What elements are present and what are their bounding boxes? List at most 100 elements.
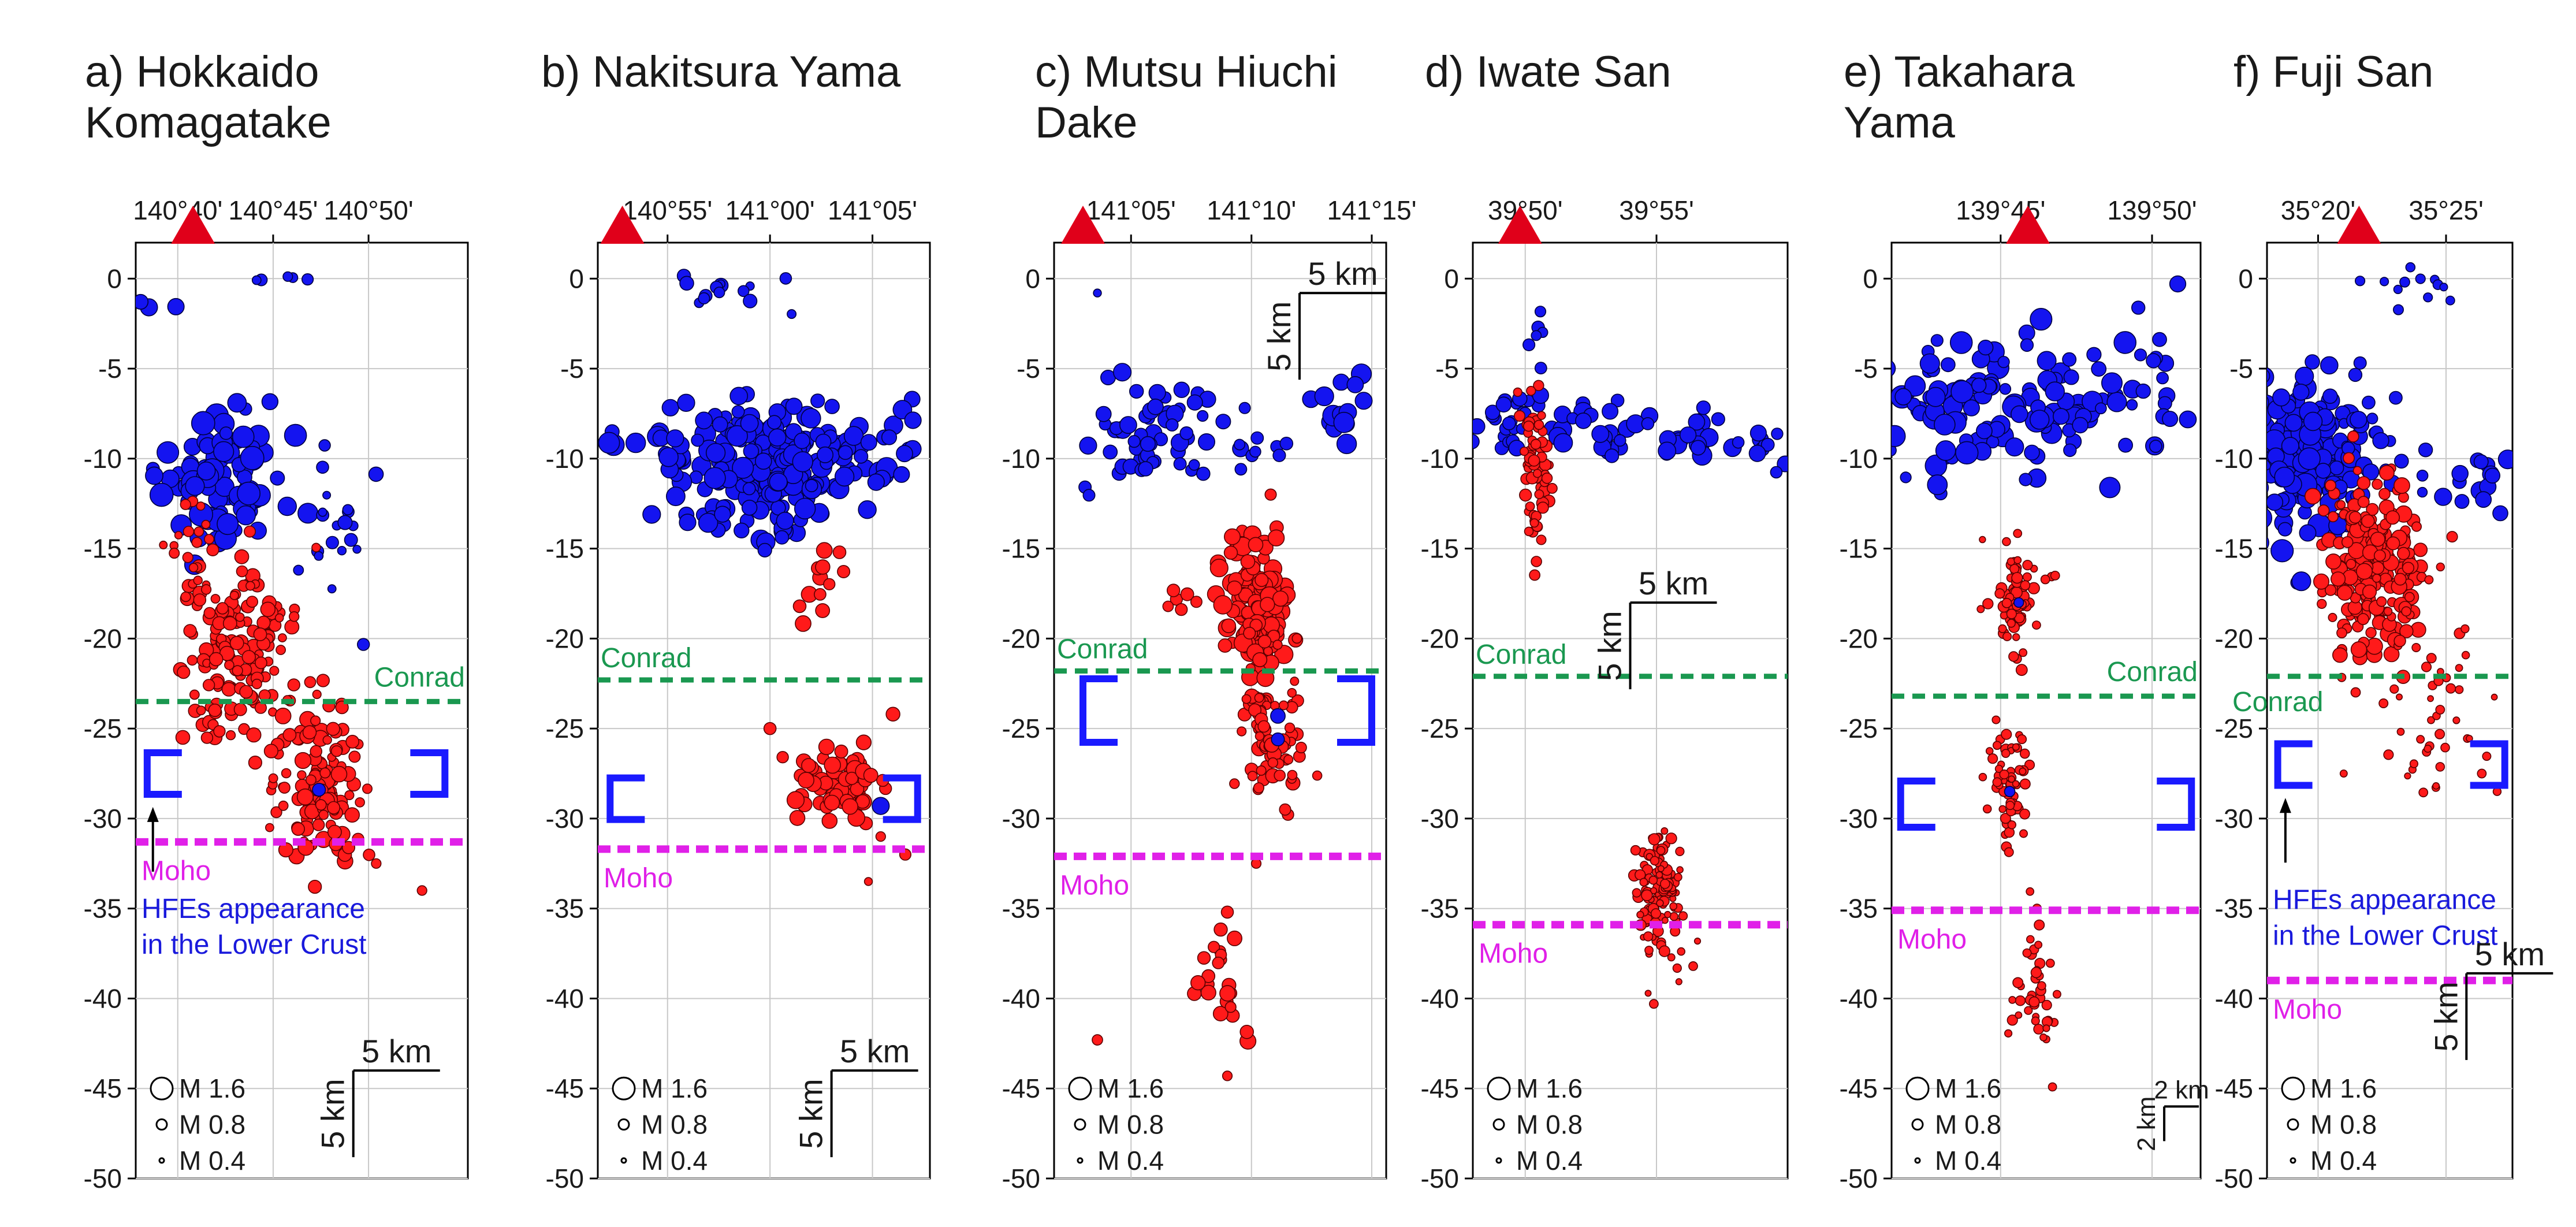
hfe-point (712, 416, 728, 433)
legend-symbol (1492, 1118, 1505, 1131)
hfe-point (2322, 388, 2338, 404)
lfe-point (2411, 643, 2421, 653)
volcano-icon (2006, 206, 2050, 244)
lfe-point (2313, 573, 2330, 590)
hfe-point (301, 273, 314, 286)
hfe-point (1188, 459, 1200, 471)
lfe-point (1675, 846, 1685, 856)
lfe-point (1650, 908, 1662, 919)
lfe-point (1223, 545, 1238, 560)
lfe-point (308, 879, 322, 894)
hfe-point (236, 505, 256, 526)
lfe-point (2031, 1016, 2040, 1025)
y-tick-label: -10 (84, 444, 122, 474)
hfe-point (1892, 425, 1906, 447)
hfe-point (1234, 438, 1246, 451)
lfe-point (821, 813, 838, 829)
lfe-point (1672, 963, 1682, 973)
lfe-point (243, 525, 256, 538)
moho-label: Moho (604, 863, 673, 894)
lfe-point (2052, 990, 2061, 999)
lfe-point (1224, 528, 1241, 545)
scale-bar-label-v: 5 km (2428, 981, 2464, 1051)
lfe-point (2436, 562, 2445, 572)
hfe-point (196, 461, 216, 481)
lfe-point (1678, 911, 1688, 921)
legend-symbol (2281, 1076, 2305, 1100)
volcano-icon (2337, 206, 2381, 244)
lfe-point (1529, 569, 1541, 581)
x-tick-label: 141°00' (725, 195, 815, 225)
y-tick-label: -5 (98, 354, 122, 384)
lfe-point (1252, 652, 1268, 668)
conrad-label: Conrad (1476, 639, 1566, 670)
hfe-point (2473, 454, 2489, 470)
lfe-point (2389, 684, 2399, 694)
legend-label: M 0.4 (641, 1146, 708, 1176)
lfe-point (188, 563, 199, 572)
lfe-point (297, 770, 307, 780)
y-tick-label: 0 (107, 263, 122, 293)
lfe-point (763, 722, 777, 735)
lfe-point (277, 633, 287, 642)
lfe-point (2440, 742, 2450, 753)
hfe-point (775, 530, 790, 545)
hfe-point (157, 441, 180, 464)
moho-label: Moho (1479, 939, 1548, 969)
legend-symbol (620, 1157, 627, 1164)
scale-bar-label-h: 5 km (2475, 936, 2545, 972)
x-tick-label: 35°20' (2281, 195, 2356, 225)
bracket-left (606, 774, 645, 823)
lfe-point (2015, 995, 2026, 1006)
lfe-point (2001, 728, 2012, 740)
lfe-point (1227, 580, 1242, 596)
hfe-point (2292, 384, 2310, 401)
y-tick-label: -35 (1840, 894, 1878, 924)
lfe-point (1220, 905, 1234, 919)
hfe-point (312, 783, 326, 797)
lfe-point (2004, 1029, 2013, 1038)
lfe-point (2343, 452, 2355, 464)
hfe-point (794, 497, 816, 520)
lfe-point (2432, 782, 2440, 790)
lfe-point (1675, 978, 1682, 986)
hfe-point (2274, 466, 2295, 488)
panel-title: Dake (1035, 98, 1137, 147)
lfe-point (1688, 961, 1698, 971)
lfe-point (2000, 813, 2011, 824)
lfe-point (1213, 922, 1228, 937)
lfe-point (202, 679, 215, 691)
lfe-point (1274, 645, 1294, 664)
hfe-point (1272, 448, 1286, 462)
panel-b: b) Nakitsura Yama 0 -5 -10 -15 -20 -25 -30 -35 -4… (541, 47, 931, 1193)
hfe-point (2019, 473, 2032, 486)
hfe-point (2106, 392, 2127, 412)
hfe-point (1173, 457, 1187, 471)
legend-label: M 0.8 (1516, 1110, 1583, 1140)
lfe-point (260, 601, 276, 618)
lfe-point (2019, 829, 2028, 838)
legend-symbol (1074, 1118, 1086, 1131)
hfe-point (2063, 369, 2079, 385)
hfe-point (1079, 436, 1097, 455)
hfe-point (2267, 508, 2273, 528)
hfe-point (741, 499, 758, 516)
hfe-point (1997, 355, 2010, 369)
lfe-point (2327, 511, 2339, 523)
lfe-point (2017, 734, 2027, 745)
hfe-point (1215, 414, 1231, 430)
hfe-point (2284, 414, 2303, 432)
lfe-point (291, 822, 306, 836)
lfe-point (776, 750, 789, 764)
legend-label: M 0.4 (1935, 1146, 2001, 1176)
hfe-point (1892, 360, 1896, 377)
y-tick-label: -20 (2215, 623, 2253, 653)
hfe-point (322, 490, 332, 500)
lfe-point (1630, 845, 1641, 856)
hfe-point (1314, 386, 1334, 407)
y-tick-label: -15 (1840, 534, 1878, 564)
hfe-point (2355, 276, 2366, 287)
hfe-point (1473, 434, 1480, 449)
lfe-point (795, 615, 811, 632)
lfe-point (1240, 554, 1256, 570)
